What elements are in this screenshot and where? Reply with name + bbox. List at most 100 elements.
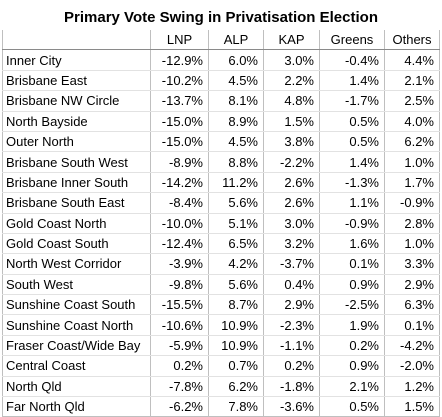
value-cell-lnp[interactable]: -12.9%	[150, 49, 209, 71]
value-cell-lnp[interactable]: -15.0%	[150, 111, 209, 132]
value-cell-kap[interactable]: 3.0%	[263, 213, 320, 234]
value-cell-kap[interactable]: 1.5%	[263, 111, 320, 132]
value-cell-greens[interactable]: 0.1%	[319, 253, 385, 275]
value-cell-kap[interactable]: 3.0%	[263, 49, 320, 71]
value-cell-others[interactable]: 1.7%	[384, 172, 440, 194]
value-cell-others[interactable]: 0.1%	[384, 314, 440, 336]
value-cell-others[interactable]: 4.0%	[384, 111, 440, 132]
value-cell-alp[interactable]: 10.9%	[208, 314, 264, 336]
value-cell-alp[interactable]: 8.7%	[208, 294, 264, 316]
value-cell-lnp[interactable]: -13.7%	[150, 90, 209, 112]
value-cell-kap[interactable]: 2.2%	[263, 70, 320, 92]
value-cell-others[interactable]: -0.9%	[384, 192, 440, 214]
value-cell-alp[interactable]: 0.7%	[208, 355, 264, 377]
value-cell-others[interactable]: 1.2%	[384, 376, 440, 398]
value-cell-lnp[interactable]: -5.9%	[150, 335, 209, 357]
value-cell-lnp[interactable]: -8.9%	[150, 151, 209, 173]
value-cell-greens[interactable]: 0.5%	[319, 131, 385, 153]
value-cell-greens[interactable]: -1.7%	[319, 90, 385, 112]
region-cell[interactable]: Inner City	[2, 49, 151, 71]
value-cell-kap[interactable]: 3.8%	[263, 131, 320, 153]
region-cell[interactable]: Gold Coast North	[2, 213, 151, 234]
value-cell-others[interactable]: 6.3%	[384, 294, 440, 316]
value-cell-alp[interactable]: 5.1%	[208, 213, 264, 234]
region-cell[interactable]: Fraser Coast/Wide Bay	[2, 335, 151, 357]
value-cell-alp[interactable]: 7.8%	[208, 396, 264, 417]
value-cell-others[interactable]: 6.2%	[384, 131, 440, 153]
value-cell-alp[interactable]: 4.5%	[208, 131, 264, 153]
value-cell-others[interactable]: 2.5%	[384, 90, 440, 112]
value-cell-others[interactable]: 1.0%	[384, 151, 440, 173]
region-cell[interactable]: Brisbane South West	[2, 151, 151, 173]
value-cell-alp[interactable]: 6.0%	[208, 49, 264, 71]
region-cell[interactable]: North Qld	[2, 376, 151, 398]
region-cell[interactable]: Central Coast	[2, 355, 151, 377]
value-cell-kap[interactable]: -3.7%	[263, 253, 320, 275]
value-cell-lnp[interactable]: -12.4%	[150, 233, 209, 255]
value-cell-kap[interactable]: 2.9%	[263, 294, 320, 316]
value-cell-greens[interactable]: 1.4%	[319, 70, 385, 92]
value-cell-greens[interactable]: 0.2%	[319, 335, 385, 357]
region-cell[interactable]: Outer North	[2, 131, 151, 153]
value-cell-lnp[interactable]: -8.4%	[150, 192, 209, 214]
value-cell-lnp[interactable]: -15.0%	[150, 131, 209, 153]
value-cell-alp[interactable]: 11.2%	[208, 172, 264, 194]
region-cell[interactable]: Far North Qld	[2, 396, 151, 417]
value-cell-alp[interactable]: 5.6%	[208, 274, 264, 296]
value-cell-greens[interactable]: -1.3%	[319, 172, 385, 194]
value-cell-others[interactable]: -2.0%	[384, 355, 440, 377]
value-cell-greens[interactable]: -0.4%	[319, 49, 385, 71]
region-cell[interactable]: Sunshine Coast South	[2, 294, 151, 316]
value-cell-kap[interactable]: 0.4%	[263, 274, 320, 296]
value-cell-others[interactable]: -4.2%	[384, 335, 440, 357]
value-cell-kap[interactable]: -1.1%	[263, 335, 320, 357]
region-cell[interactable]: Sunshine Coast North	[2, 314, 151, 336]
value-cell-alp[interactable]: 5.6%	[208, 192, 264, 214]
value-cell-kap[interactable]: -1.8%	[263, 376, 320, 398]
value-cell-alp[interactable]: 4.2%	[208, 253, 264, 275]
value-cell-alp[interactable]: 6.5%	[208, 233, 264, 255]
region-cell[interactable]: Brisbane South East	[2, 192, 151, 214]
value-cell-alp[interactable]: 4.5%	[208, 70, 264, 92]
value-cell-alp[interactable]: 8.1%	[208, 90, 264, 112]
value-cell-lnp[interactable]: -7.8%	[150, 376, 209, 398]
value-cell-greens[interactable]: 1.4%	[319, 151, 385, 173]
region-cell[interactable]: Brisbane NW Circle	[2, 90, 151, 112]
value-cell-kap[interactable]: 0.2%	[263, 355, 320, 377]
value-cell-lnp[interactable]: -9.8%	[150, 274, 209, 296]
value-cell-others[interactable]: 1.5%	[384, 396, 440, 417]
region-cell[interactable]: Brisbane East	[2, 70, 151, 92]
value-cell-greens[interactable]: 0.5%	[319, 111, 385, 132]
value-cell-greens[interactable]: 1.1%	[319, 192, 385, 214]
value-cell-alp[interactable]: 6.2%	[208, 376, 264, 398]
value-cell-others[interactable]: 2.1%	[384, 70, 440, 92]
value-cell-greens[interactable]: 1.6%	[319, 233, 385, 255]
value-cell-kap[interactable]: 4.8%	[263, 90, 320, 112]
value-cell-greens[interactable]: -2.5%	[319, 294, 385, 316]
value-cell-others[interactable]: 4.4%	[384, 49, 440, 71]
region-cell[interactable]: North Bayside	[2, 111, 151, 132]
value-cell-kap[interactable]: -2.2%	[263, 151, 320, 173]
region-cell[interactable]: North West Corridor	[2, 253, 151, 275]
value-cell-lnp[interactable]: -10.0%	[150, 213, 209, 234]
region-cell[interactable]: Brisbane Inner South	[2, 172, 151, 194]
value-cell-others[interactable]: 2.8%	[384, 213, 440, 234]
value-cell-alp[interactable]: 8.9%	[208, 111, 264, 132]
value-cell-greens[interactable]: -0.9%	[319, 213, 385, 234]
value-cell-greens[interactable]: 2.1%	[319, 376, 385, 398]
value-cell-kap[interactable]: 2.6%	[263, 172, 320, 194]
value-cell-kap[interactable]: 3.2%	[263, 233, 320, 255]
value-cell-lnp[interactable]: -10.2%	[150, 70, 209, 92]
region-cell[interactable]: South West	[2, 274, 151, 296]
value-cell-alp[interactable]: 8.8%	[208, 151, 264, 173]
value-cell-lnp[interactable]: -15.5%	[150, 294, 209, 316]
value-cell-lnp[interactable]: -14.2%	[150, 172, 209, 194]
value-cell-kap[interactable]: -2.3%	[263, 314, 320, 336]
value-cell-others[interactable]: 1.0%	[384, 233, 440, 255]
value-cell-kap[interactable]: 2.6%	[263, 192, 320, 214]
value-cell-greens[interactable]: 0.9%	[319, 274, 385, 296]
value-cell-alp[interactable]: 10.9%	[208, 335, 264, 357]
value-cell-lnp[interactable]: 0.2%	[150, 355, 209, 377]
value-cell-others[interactable]: 3.3%	[384, 253, 440, 275]
value-cell-greens[interactable]: 1.9%	[319, 314, 385, 336]
